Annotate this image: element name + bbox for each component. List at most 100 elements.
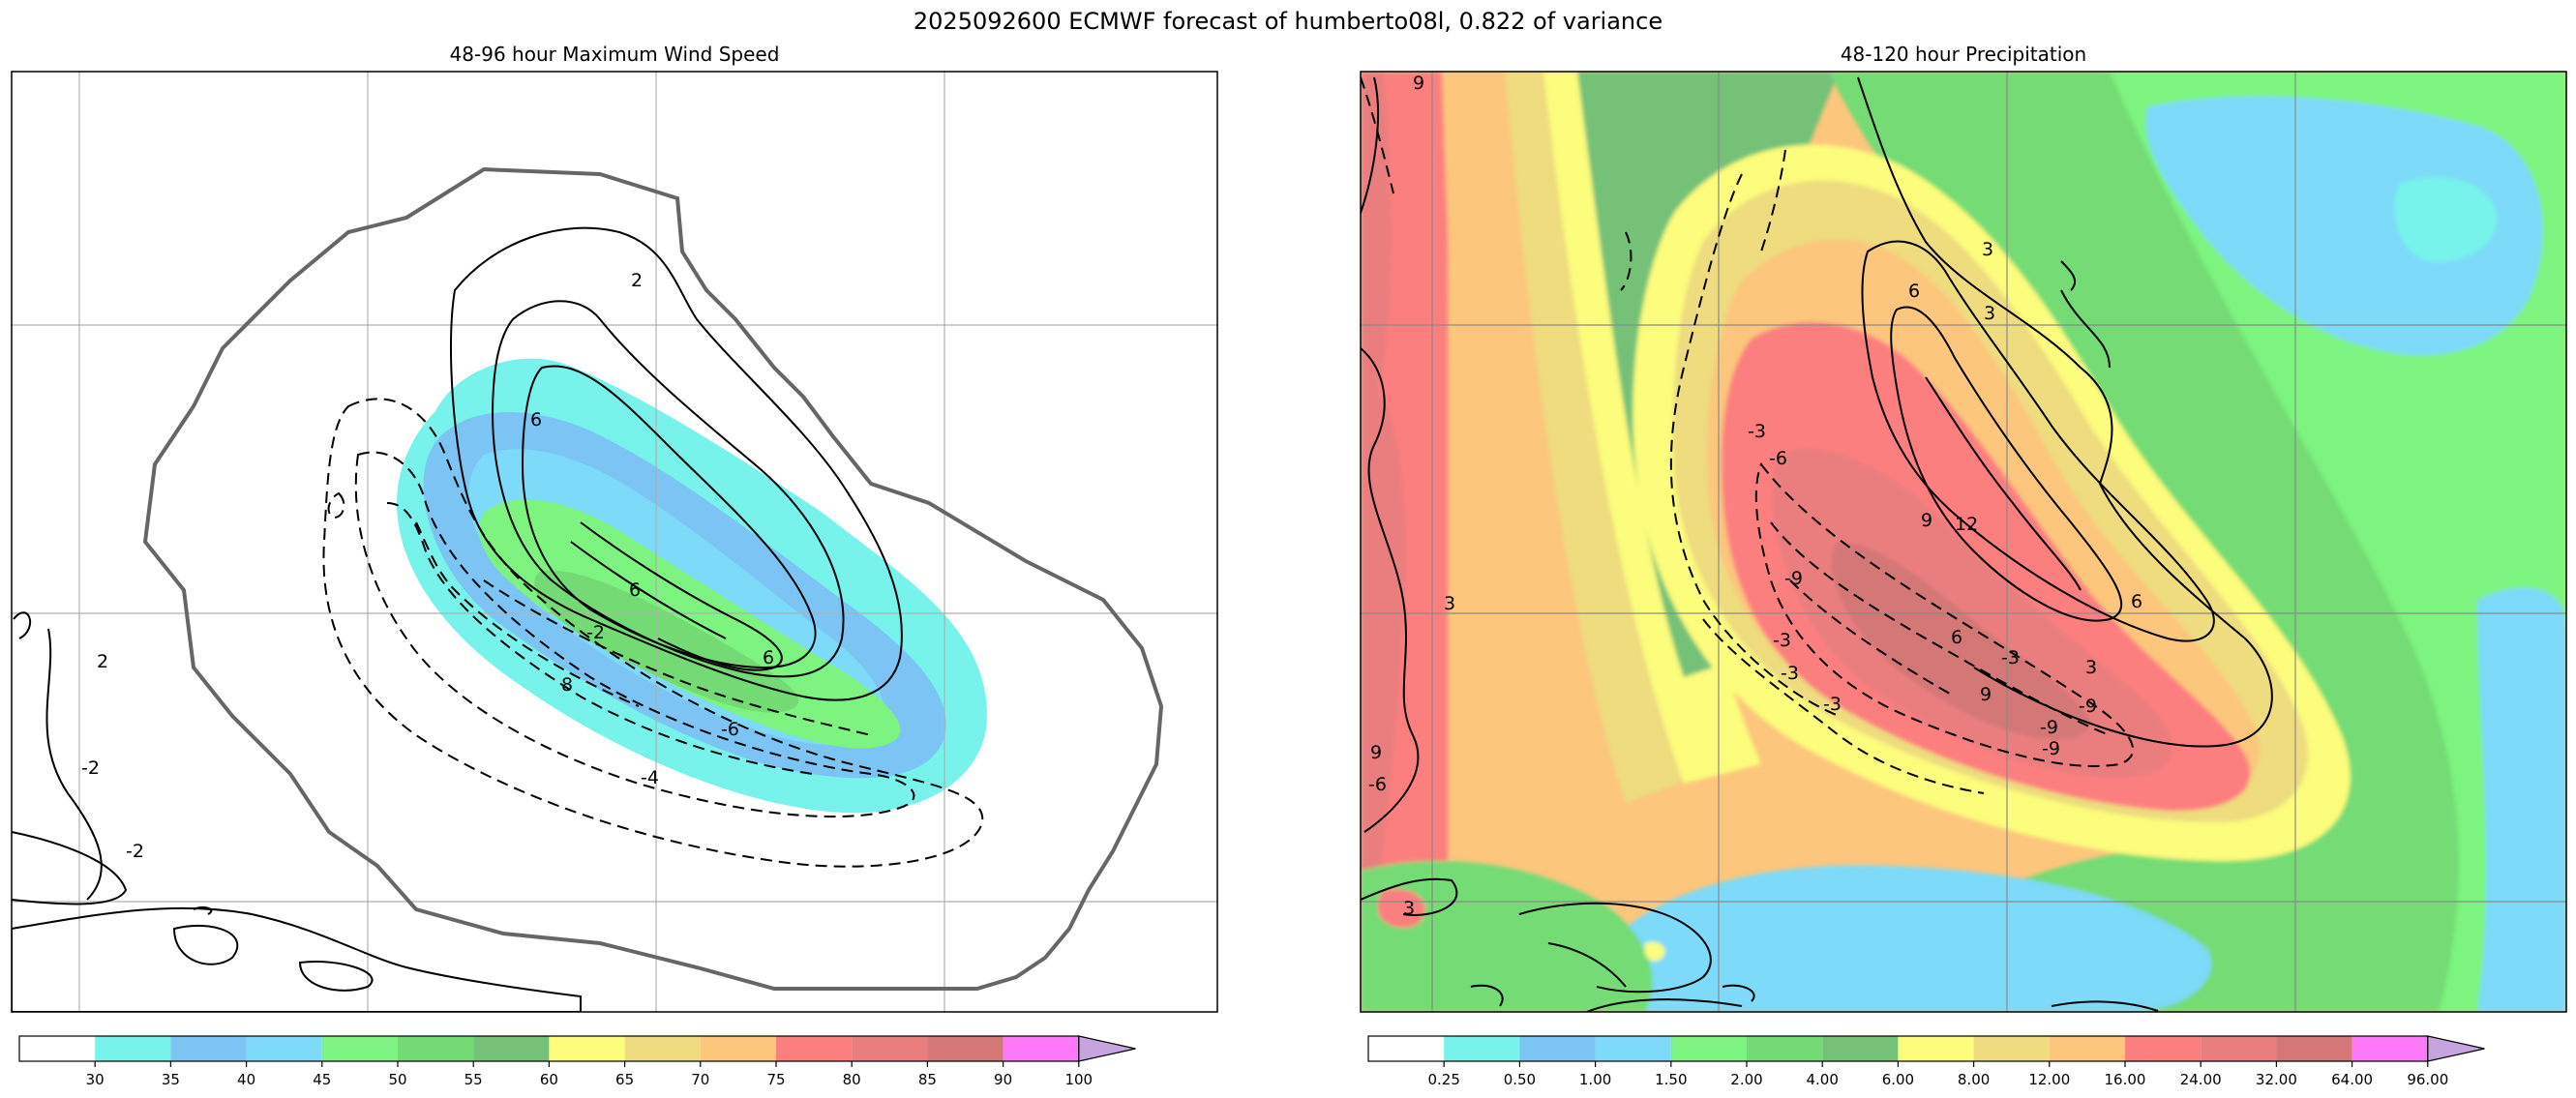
wind-colorbar-tick-label: 55 <box>464 1071 483 1088</box>
wind-contour-label: 2 <box>631 270 643 291</box>
wind-colorbar-tick-label: 80 <box>843 1071 861 1088</box>
precip-colorbar-tick-label: 16.00 <box>2105 1071 2146 1088</box>
precip-colorbar-segment <box>2201 1036 2277 1061</box>
precip-colorbar-segment <box>1822 1036 1899 1061</box>
wind-contour-label: -2 <box>81 757 100 779</box>
figure-title: 2025092600 ECMWF forecast of humberto08l… <box>913 8 1663 35</box>
precip-colorbar-segment <box>2351 1036 2428 1061</box>
precip-colorbar-segment <box>1519 1036 1596 1061</box>
precip-fill-island-16 <box>1377 889 1425 929</box>
wind-colorbar-segment <box>1003 1036 1079 1061</box>
wind-contour-label: 6 <box>763 647 774 668</box>
precip-colorbar-segment <box>1747 1036 1823 1061</box>
wind-colorbar-tick-label: 40 <box>237 1071 255 1088</box>
wind-colorbar-tick-label: 50 <box>388 1071 406 1088</box>
precip-contour-label: 3 <box>1984 303 1995 324</box>
wind-colorbar-segment <box>624 1036 701 1061</box>
precip-fill-2-south <box>1361 861 1653 1012</box>
wind-contour-label: 6 <box>530 409 542 430</box>
wind-colorbar-tick-label: 70 <box>691 1071 709 1088</box>
precip-fill-west-24 <box>1361 384 1406 967</box>
wind-solid-contours <box>12 226 903 1012</box>
precip-colorbar-tick-label: 96.00 <box>2407 1071 2448 1088</box>
precip-contour-label: -3 <box>2001 647 2020 668</box>
wind-contour-label: 6 <box>629 579 641 601</box>
precip-contour-label: -9 <box>2042 738 2060 759</box>
precip-contour-label: 9 <box>1980 684 1992 705</box>
precip-colorbar-segment <box>1973 1036 2050 1061</box>
wind-colorbar-segment-under <box>19 1036 96 1061</box>
precip-colorbar-tick-label: 6.00 <box>1882 1071 1914 1088</box>
wind-contour-label: -2 <box>586 622 605 643</box>
precip-contour-label: -3 <box>1823 694 1842 715</box>
precip-map: 9 6 3 12 9 6 3 3 6 9 9 -9 -9 -3 -6 -3 -9… <box>1360 71 2567 1013</box>
wind-colorbar-tick-label: 65 <box>615 1071 634 1088</box>
precip-colorbar-extend-arrow <box>2427 1035 2485 1062</box>
precip-contour-label: -9 <box>2079 696 2097 717</box>
wind-contour-labels: 2 2 -2 6 6 6 8 -4 -6 -2 -2 <box>81 270 774 862</box>
wind-colorbar-tick-label: 45 <box>313 1071 331 1088</box>
wind-colorbar-tick-label: 100 <box>1064 1071 1093 1088</box>
precip-colorbar-segment <box>1898 1036 1974 1061</box>
wind-contour-label: -2 <box>126 841 144 862</box>
wind-map: 2 2 -2 6 6 6 8 -4 -6 -2 -2 <box>11 71 1218 1013</box>
wind-dashed-contours <box>322 398 984 868</box>
precip-solid-contours <box>1361 76 2273 1012</box>
wind-colorbar-segment <box>700 1036 776 1061</box>
wind-colorbar-tick-label: 60 <box>540 1071 558 1088</box>
wind-colorbar-segment <box>321 1036 398 1061</box>
precip-contour-label: -3 <box>1773 630 1791 651</box>
wind-colorbar-tick-label: 85 <box>918 1071 937 1088</box>
precip-contour-label: 3 <box>1982 239 1993 260</box>
precip-colorbar-segment <box>2125 1036 2202 1061</box>
precip-colorbar-segment <box>1595 1036 1671 1061</box>
wind-colorbar-segment <box>246 1036 322 1061</box>
precip-colorbar-segment-under <box>1368 1036 1445 1061</box>
wind-contour-label: 8 <box>561 674 573 696</box>
wind-colorbar-tick-label: 35 <box>162 1071 180 1088</box>
precip-contour-label: 6 <box>2131 591 2142 612</box>
precip-map-frame <box>1360 71 2567 1013</box>
precip-contour-label: 6 <box>1908 281 1920 302</box>
wind-colorbar-segment <box>776 1036 853 1061</box>
wind-contour-label: 2 <box>97 651 108 672</box>
precip-fill-1-southeast <box>2477 587 2566 1012</box>
precip-colorbar-tick-label: 12.00 <box>2028 1071 2070 1088</box>
wind-colorbar-tick-label: 30 <box>86 1071 105 1088</box>
precip-contour-label: -3 <box>1748 421 1766 442</box>
precip-colorbar-tick-label: 1.00 <box>1579 1071 1611 1088</box>
wind-colorbar-segment <box>852 1036 928 1061</box>
precip-colorbar-tick-label: 64.00 <box>2331 1071 2373 1088</box>
precip-contour-label: -9 <box>1784 568 1803 589</box>
precip-colorbar-segment <box>1444 1036 1520 1061</box>
wind-colorbar: 30 35 40 45 50 55 60 65 70 75 80 85 90 100 <box>18 1035 1136 1088</box>
precip-colorbar-segment <box>2276 1036 2352 1061</box>
precip-colorbar-segment <box>2049 1036 2125 1061</box>
wind-colorbar-segment <box>95 1036 171 1061</box>
precip-colorbar-tick-label: 8.00 <box>1958 1071 1990 1088</box>
wind-colorbar-tick-label: 75 <box>766 1071 785 1088</box>
wind-colorbar-extend-arrow <box>1078 1035 1136 1062</box>
wind-outer-envelope <box>142 166 1164 991</box>
wind-colorbar-segment <box>549 1036 625 1061</box>
precip-colorbar-tick-label: 32.00 <box>2256 1071 2297 1088</box>
precip-fill-0.5-north <box>2394 177 2498 262</box>
precip-contour-label: 12 <box>1955 514 1978 535</box>
precip-colorbar-tick-label: 0.50 <box>1504 1071 1536 1088</box>
precip-contour-label: -6 <box>1769 448 1787 469</box>
precip-colorbar-tick-label: 24.00 <box>2180 1071 2222 1088</box>
precip-dashed-contours <box>1361 76 2135 794</box>
precip-colorbar-tick-label: 4.00 <box>1806 1071 1838 1088</box>
precip-contour-label: 3 <box>1403 898 1415 919</box>
precip-fill-island-6 <box>1644 941 1665 962</box>
precip-contour-label: 9 <box>1921 510 1932 531</box>
precip-shading <box>1361 72 2566 1012</box>
wind-colorbar-segment <box>170 1036 247 1061</box>
right-panel-title: 48-120 hour Precipitation <box>1840 43 2087 66</box>
wind-colorbar-segment <box>473 1036 550 1061</box>
precip-fill-1-north <box>2145 96 2543 356</box>
precip-contour-label: 3 <box>1444 593 1455 614</box>
precip-contour-label: 3 <box>2085 657 2097 678</box>
precip-colorbar-segment <box>1670 1036 1747 1061</box>
